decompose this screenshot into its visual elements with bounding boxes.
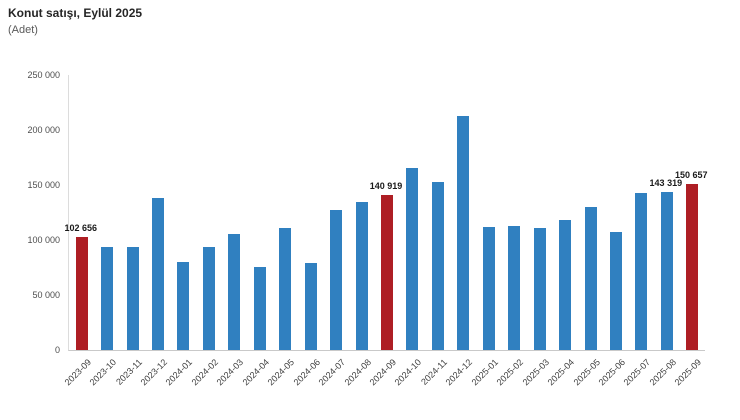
- bar-2024-07: [330, 210, 343, 350]
- bar-2024-09: [381, 195, 393, 350]
- bar-2024-05: [279, 228, 292, 350]
- y-axis-tick-label: 50 000: [32, 290, 60, 300]
- bar-2023-12: [152, 198, 165, 350]
- bar-2025-05: [584, 207, 597, 350]
- data-label-2023-09: 102 656: [64, 223, 97, 234]
- data-label-2025-08: 143 319: [649, 178, 683, 189]
- bar-2024-10: [406, 168, 419, 350]
- bar-2025-09: [686, 184, 699, 350]
- chart-unit-label: (Adet): [8, 24, 38, 36]
- bar-2024-06: [304, 263, 317, 350]
- bar-2024-01: [177, 262, 190, 350]
- y-axis-tick-label: 150 000: [27, 180, 60, 190]
- bar-2023-10: [101, 247, 114, 350]
- bar-2025-03: [533, 228, 546, 350]
- bar-2024-04: [253, 267, 266, 350]
- y-axis-tick-label: 200 000: [27, 125, 60, 135]
- bar-2023-09: [75, 237, 88, 350]
- bar-2025-01: [482, 227, 495, 350]
- bar-2025-07: [635, 193, 648, 350]
- bar-2024-12: [457, 116, 470, 350]
- bar-2025-04: [559, 220, 572, 350]
- data-label-2024-09: 140 919: [369, 180, 403, 191]
- y-axis-tick-label: 250 000: [27, 70, 60, 80]
- bar-2025-02: [508, 226, 521, 350]
- bar-2024-03: [228, 234, 241, 350]
- bar-2025-08: [660, 192, 673, 350]
- x-axis-tick-label: 2025-09: [672, 357, 704, 388]
- data-label-2025-09: 150 657: [674, 170, 708, 181]
- y-axis-tick-label: 0: [54, 345, 60, 355]
- bar-2023-11: [126, 247, 139, 350]
- bar-2024-08: [355, 202, 368, 350]
- chart-title: Konut satışı, Eylül 2025: [8, 6, 143, 20]
- plot-area: [68, 75, 705, 351]
- bar-2024-02: [202, 247, 215, 350]
- y-axis-tick-label: 100 000: [27, 235, 60, 245]
- bar-2024-11: [431, 182, 444, 350]
- bar-2025-06: [609, 232, 622, 350]
